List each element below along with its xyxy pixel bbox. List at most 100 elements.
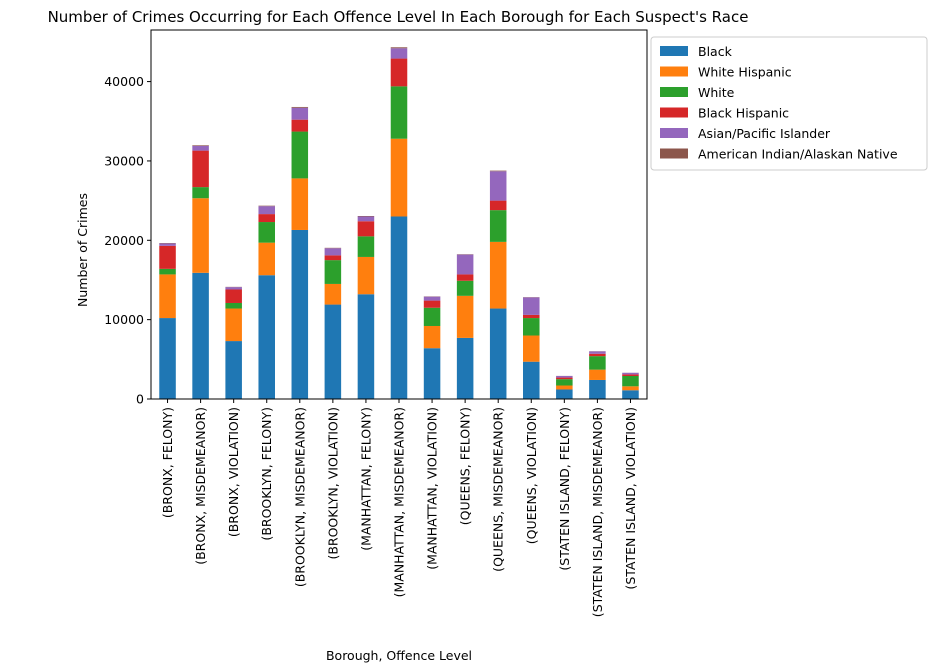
bar-segment (357, 294, 375, 399)
legend-swatch (660, 128, 688, 138)
bar-segment (489, 171, 507, 201)
y-tick-label: 10000 (104, 312, 144, 327)
bar-segment (159, 268, 176, 275)
bar-segment (523, 318, 540, 336)
bar-segment (258, 242, 275, 276)
bar-segment (159, 318, 176, 399)
legend-swatch (660, 87, 688, 97)
bar-segment (258, 214, 275, 223)
x-tick-label: (MANHATTAN, VIOLATION) (425, 407, 440, 570)
bar-segment (456, 280, 474, 296)
bar-segment (423, 325, 441, 349)
bar-segment (622, 390, 639, 399)
x-tick-label: (BROOKLYN, MISDEMEANOR) (292, 407, 307, 587)
bar-segment (589, 369, 606, 380)
bar-segment (456, 295, 474, 338)
bar-segment (556, 389, 573, 399)
bar-segment (291, 178, 309, 230)
bar-segment (390, 47, 408, 49)
bar-segment (423, 307, 441, 326)
bar-segment (489, 308, 507, 399)
legend-label: Black (698, 44, 733, 59)
bar-segment (324, 260, 342, 284)
bar-segment (589, 351, 606, 354)
bar-segment (390, 86, 408, 139)
bar-segment (192, 150, 209, 188)
x-tick-label: (MANHATTAN, MISDEMEANOR) (392, 407, 407, 597)
bar-segment (456, 337, 474, 399)
y-tick-label: 40000 (104, 74, 144, 89)
bar-segment (489, 200, 507, 211)
bar-segment (556, 385, 573, 390)
bar-segment (258, 206, 275, 215)
bar-segment (225, 341, 242, 399)
legend-swatch (660, 46, 688, 56)
bar-segment (489, 241, 507, 309)
x-tick-label: (QUEENS, MISDEMEANOR) (491, 407, 506, 572)
x-tick-label: (STATEN ISLAND, FELONY) (557, 407, 572, 571)
x-axis-label: Borough, Offence Level (326, 648, 472, 663)
x-tick-label: (QUEENS, FELONY) (458, 407, 473, 525)
x-tick-label: (QUEENS, VIOLATION) (524, 407, 539, 544)
bar-segment (622, 375, 639, 387)
chart-title: Number of Crimes Occurring for Each Offe… (48, 8, 749, 26)
bar-segment (489, 170, 507, 172)
legend: Black White Hispanic White Black Hispanic As… (650, 36, 928, 171)
bar-segment (523, 361, 540, 399)
bar-segment (556, 379, 573, 386)
bar-segment (523, 314, 540, 319)
x-tick-label: (BRONX, FELONY) (160, 407, 175, 518)
y-axis-label: Number of Crimes (75, 193, 90, 307)
bar-segment (556, 375, 573, 378)
legend-label: Black Hispanic (698, 106, 789, 121)
bar-segment (324, 255, 342, 261)
bar-segment (589, 353, 606, 357)
y-tick-label: 0 (136, 392, 144, 407)
bar-segment (324, 248, 342, 256)
x-tick-label: (STATEN ISLAND, MISDEMEANOR) (590, 407, 605, 617)
bar-segment (225, 302, 242, 309)
legend-label: White (698, 85, 735, 100)
bar-segment (159, 243, 176, 246)
bar-segment (258, 275, 275, 399)
bar-segment (159, 245, 176, 269)
bar-segment (622, 372, 639, 375)
bar-segment (556, 377, 573, 380)
bar-segment (357, 221, 375, 237)
bar-segment (456, 254, 474, 275)
bar-segment (159, 274, 176, 319)
bar-segment (589, 379, 606, 399)
legend-label: Asian/Pacific Islander (698, 126, 831, 141)
bar-segment (456, 274, 474, 281)
bar-segment (192, 145, 209, 151)
legend-swatch (660, 107, 688, 118)
x-tick-label: (STATEN ISLAND, VIOLATION) (623, 407, 638, 590)
bar-segment (225, 289, 242, 303)
x-tick-label: (BROOKLYN, VIOLATION) (325, 407, 340, 560)
bar-segment (192, 145, 209, 146)
bar-segment (291, 106, 309, 108)
bar-segment (225, 287, 242, 290)
bar-segment (291, 107, 309, 120)
x-tick-label: (BRONX, MISDEMEANOR) (193, 407, 208, 565)
x-tick-label: (MANHATTAN, FELONY) (358, 407, 373, 551)
bar-segment (523, 335, 540, 362)
bar-segment (357, 256, 375, 295)
y-tick-label: 20000 (104, 233, 144, 248)
legend-label: White Hispanic (698, 65, 792, 80)
bar-segment (324, 283, 342, 305)
legend-label: American Indian/Alaskan Native (698, 147, 898, 162)
bar-segment (622, 386, 639, 391)
legend-swatch (660, 66, 688, 77)
bar-segment (589, 356, 606, 370)
bar-segment (390, 48, 408, 59)
bar-segment (489, 210, 507, 242)
bar-segment (225, 308, 242, 342)
bar-segment (390, 58, 408, 87)
bar-segment (523, 297, 540, 315)
bar-segment (390, 216, 408, 399)
bar-segment (390, 138, 408, 217)
bar-segment (192, 272, 209, 399)
bar-segment (357, 236, 375, 257)
